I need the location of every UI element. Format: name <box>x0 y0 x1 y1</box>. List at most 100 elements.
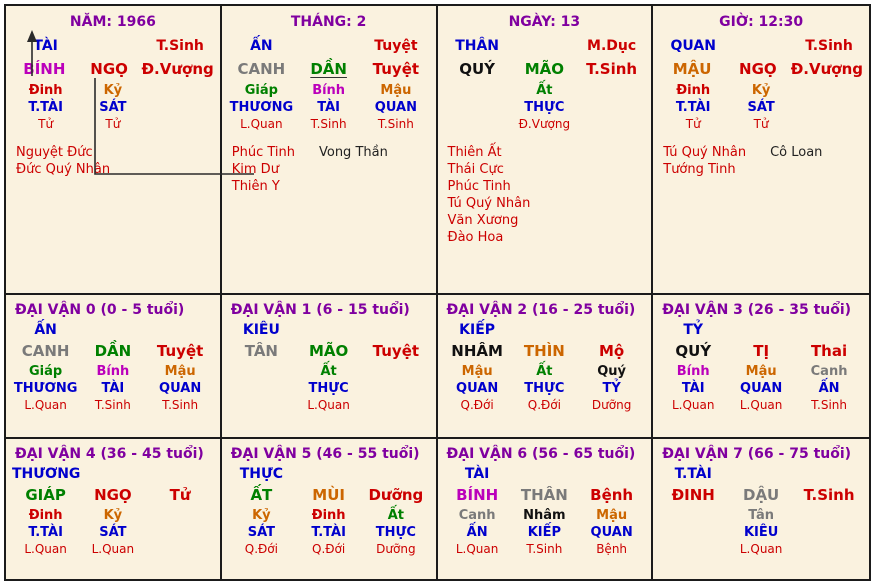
stem-label: ẤT <box>250 486 273 504</box>
stem-branch-row: BÍNH NGỌ Đ.Vượng <box>12 57 214 81</box>
hidden-stem: Kỷ <box>103 508 123 523</box>
hidden-stage: Q.Đới <box>244 542 278 556</box>
month-pillar: THÁNG: 2 ẤN Tuyệt CANH DẦN Tuyệt Giáp TH… <box>221 6 438 295</box>
daivan-6: ĐẠI VẬN 6 (56 - 65 tuổi) TÀI BÍNH THÂN B… <box>438 439 654 579</box>
hidden-col: Ất THỰC Q.Đới <box>511 363 578 413</box>
god-row: KIẾP <box>444 320 646 340</box>
god-row: ẤN <box>12 320 214 340</box>
god-label: THÂN <box>455 38 500 54</box>
hidden-stage: L.Quan <box>24 398 67 412</box>
star-line: Tú Quý Nhân <box>448 195 646 212</box>
god-label: ẤN <box>34 322 57 338</box>
hidden-stem: Giáp <box>244 83 278 98</box>
hidden-god: KIÊU <box>743 525 779 540</box>
hidden-stage: L.Quan <box>240 117 283 131</box>
hidden-god: THƯƠNG <box>13 381 78 396</box>
hidden-stem: Nhâm <box>523 508 566 523</box>
star-list: Tú Quý Nhân Cô Loan Tướng Tinh <box>659 144 863 178</box>
god-label: TÀI <box>33 38 58 54</box>
hidden-col: Canh ẤN L.Quan <box>444 507 511 557</box>
branch-label: MÃO <box>308 342 349 360</box>
hidden-col: Quý TỶ Dưỡng <box>578 363 645 413</box>
stage-label: T.Sinh <box>586 60 638 78</box>
hidden-stems: Đinh T.TÀI Tử Kỷ SÁT Tử <box>12 82 214 132</box>
star-line: Tú Quý Nhân Cô Loan <box>663 144 863 161</box>
stem-label: TÂN <box>244 342 278 360</box>
hidden-god: TÀI <box>681 381 705 396</box>
hidden-col: Tân KIÊU L.Quan <box>727 507 795 557</box>
stem-branch-row: ẤT MÙI Dưỡng <box>228 484 430 506</box>
god-row: TÀI <box>444 464 646 484</box>
god-stage: T.Sinh <box>805 38 853 54</box>
hidden-stem: Đinh <box>28 83 63 98</box>
stem-label: ĐINH <box>671 486 715 504</box>
hidden-stems: Ất THỰC Đ.Vượng <box>444 82 646 132</box>
pillar-title: NGÀY: 13 <box>508 14 581 30</box>
god-label: THƯƠNG <box>12 466 81 482</box>
god-row: ẤN Tuyệt <box>228 36 430 57</box>
daivan-7: ĐẠI VẬN 7 (66 - 75 tuổi) T.TÀI ĐINH DẬU … <box>653 439 869 579</box>
hidden-stem: Đinh <box>676 83 711 98</box>
hidden-god: T.TÀI <box>28 100 63 115</box>
hidden-col: Ất THỰC Đ.Vượng <box>511 82 578 132</box>
hidden-god: ẤN <box>466 525 488 540</box>
stem-label: GIÁP <box>25 486 66 504</box>
hidden-god: QUAN <box>740 381 783 396</box>
hidden-stage: Tử <box>753 117 769 131</box>
hidden-stage: L.Quan <box>671 398 715 412</box>
stem-branch-row: GIÁP NGỌ Tử <box>12 484 214 506</box>
hidden-stage: Q.Đới <box>312 542 346 556</box>
star-line: Thiên Ất <box>448 144 646 161</box>
stem-branch-row: NHÂM THÌN Mộ <box>444 340 646 362</box>
hidden-stem: Kỷ <box>252 508 271 523</box>
hidden-stem: Quý <box>597 364 627 379</box>
hidden-col: Mậu QUAN T.Sinh <box>147 363 214 413</box>
star-line: Thiên Y <box>232 178 430 195</box>
stem-branch-row: BÍNH THÂN Bệnh <box>444 484 646 506</box>
hidden-god: SÁT <box>747 100 775 115</box>
stem-label: NHÂM <box>451 342 503 360</box>
hidden-god: T.TÀI <box>28 525 63 540</box>
stem-label: MẬU <box>672 60 712 78</box>
hidden-stem: Bính <box>676 364 710 379</box>
stem-branch-row: MẬU NGỌ Đ.Vượng <box>659 57 863 81</box>
god-label: KIẾP <box>459 322 496 338</box>
hidden-stem: Ất <box>536 83 553 98</box>
hidden-god: T.TÀI <box>311 525 346 540</box>
hidden-god: ẤN <box>818 381 840 396</box>
stage-label: Tuyệt <box>372 60 420 78</box>
hidden-god: THỰC <box>524 100 565 115</box>
star-line: Thái Cực <box>448 161 646 178</box>
hidden-god: TÀI <box>317 100 340 115</box>
hidden-stage: Q.Đới <box>460 398 494 412</box>
branch-label: NGỌ <box>739 60 777 78</box>
stage-label: Đ.Vượng <box>141 60 214 78</box>
hidden-stage: T.Sinh <box>310 117 347 131</box>
hidden-stem: Ất <box>536 364 553 379</box>
hidden-stage: Tử <box>105 117 121 131</box>
star-name: Tú Quý Nhân <box>447 196 531 211</box>
star-name: Phúc Tinh <box>447 179 511 194</box>
stem-label: CANH <box>237 60 286 78</box>
god-row: KIÊU <box>228 320 430 340</box>
hidden-col: Mậu QUAN L.Quan <box>727 363 795 413</box>
hidden-col: Kỷ SÁT Tử <box>727 82 795 132</box>
god-label: THỰC <box>239 466 283 482</box>
hidden-stage: Bệnh <box>596 542 628 556</box>
hidden-stem: Mậu <box>164 364 196 379</box>
hidden-col: Canh ẤN T.Sinh <box>795 363 863 413</box>
hidden-col: Kỷ SÁT L.Quan <box>79 507 146 557</box>
star-name: Tướng Tinh <box>663 162 736 177</box>
daivan-0: ĐẠI VẬN 0 (0 - 5 tuổi) ẤN CANH DẦN Tuyệt… <box>6 295 222 439</box>
star-list: Nguyệt Đức Đức Quý Nhân <box>12 144 214 178</box>
hidden-stem: Mậu <box>596 508 628 523</box>
god-row: T.TÀI <box>659 464 863 484</box>
branch-label: DẦN <box>94 342 132 360</box>
hidden-stage: L.Quan <box>455 542 499 556</box>
hidden-col: Kỷ SÁT Tử <box>79 82 146 132</box>
god-label: ẤN <box>250 38 273 54</box>
star-name: Kim Dư <box>231 162 279 177</box>
hidden-stem: Canh <box>458 508 496 523</box>
hidden-col: Mậu QUAN Bệnh <box>578 507 645 557</box>
stem-branch-row: CANH DẦN Tuyệt <box>228 57 430 81</box>
